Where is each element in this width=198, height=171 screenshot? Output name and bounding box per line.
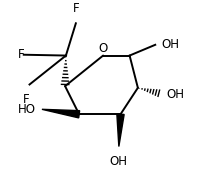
Text: HO: HO [18,103,36,116]
Polygon shape [42,109,80,118]
Text: OH: OH [161,38,179,51]
Polygon shape [117,114,124,147]
Text: F: F [23,93,30,106]
Text: OH: OH [109,155,128,168]
Text: O: O [99,42,108,55]
Text: F: F [73,2,79,15]
Text: OH: OH [166,88,184,101]
Text: F: F [18,48,24,61]
